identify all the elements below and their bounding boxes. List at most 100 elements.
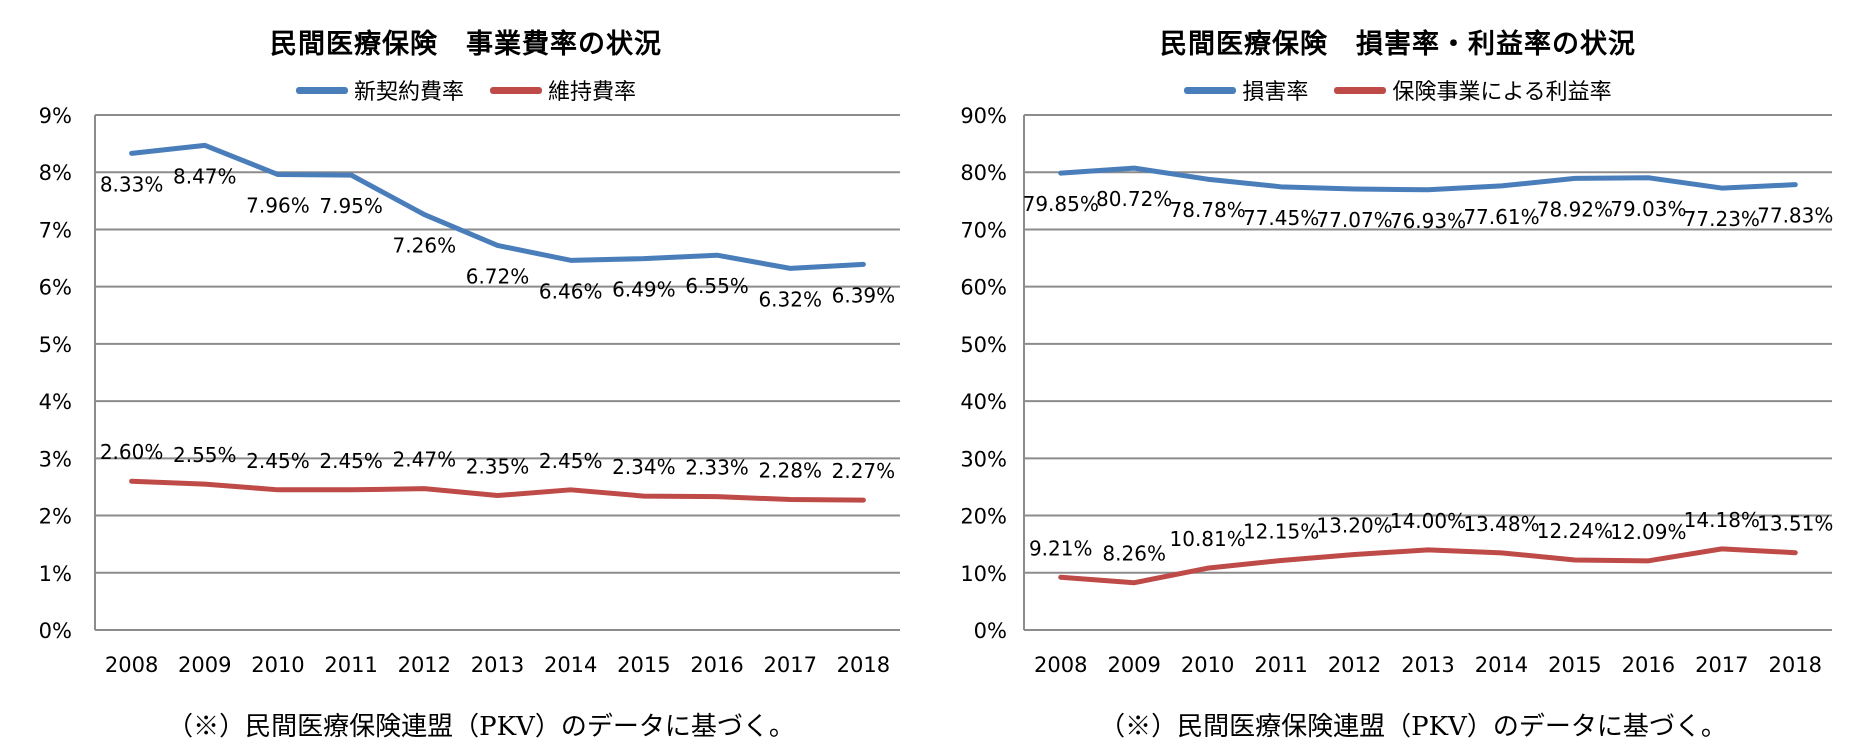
x-tick-label: 2008: [105, 653, 158, 677]
y-tick-label: 0%: [974, 619, 1007, 643]
data-label: 77.07%: [1316, 208, 1392, 232]
x-tick-label: 2013: [1401, 653, 1454, 677]
data-label: 12.24%: [1537, 519, 1613, 543]
y-tick-label: 10%: [960, 562, 1007, 586]
x-tick-label: 2010: [1181, 653, 1234, 677]
legend: 損害率 保険事業による利益率: [932, 74, 1864, 106]
data-label: 7.95%: [319, 194, 383, 218]
y-tick-label: 1%: [39, 562, 72, 586]
data-label: 2.34%: [612, 455, 676, 479]
data-label: 2.45%: [246, 449, 310, 473]
x-tick-label: 2016: [1622, 653, 1675, 677]
data-label: 13.20%: [1316, 513, 1392, 537]
y-tick-label: 3%: [39, 447, 72, 471]
y-tick-label: 90%: [960, 104, 1007, 128]
data-label: 2.45%: [539, 449, 603, 473]
data-label: 6.55%: [685, 274, 749, 298]
legend-label: 保険事業による利益率: [1392, 80, 1612, 105]
x-tick-label: 2016: [690, 653, 743, 677]
y-tick-label: 9%: [39, 104, 72, 128]
data-label: 6.39%: [832, 283, 896, 307]
x-tick-label: 2012: [398, 653, 451, 677]
y-tick-label: 50%: [960, 333, 1007, 357]
series-line-red: [1058, 546, 1798, 586]
legend-swatch-red: [1334, 86, 1387, 94]
x-tick-label: 2013: [471, 653, 524, 677]
data-label: 2.60%: [100, 440, 164, 464]
x-tick-label: 2015: [1548, 653, 1601, 677]
y-tick-label: 7%: [39, 218, 72, 242]
data-label: 12.15%: [1243, 519, 1319, 543]
data-label: 76.93%: [1390, 209, 1466, 233]
expense-ratio-chart-panel: 民間医療保険 事業費率の状況 新契約費率 維持費率 0% 1% 2% 3% 4% 5% 6%…: [39, 29, 900, 742]
data-label: 6.72%: [466, 264, 530, 288]
x-tick-label: 2010: [251, 653, 304, 677]
expense-ratio-plot: 0% 1% 2% 3% 4% 5% 6% 7% 8% 9% 2008 2009 2010 2011 2012…: [39, 104, 900, 677]
legend-label: 新契約費率: [353, 80, 464, 105]
x-tick-label: 2017: [1695, 653, 1748, 677]
x-tick-label: 2014: [1475, 653, 1528, 677]
y-tick-label: 40%: [960, 390, 1007, 414]
data-label: 2.35%: [466, 455, 530, 479]
data-label: 2.55%: [173, 443, 237, 467]
data-label: 13.51%: [1757, 512, 1833, 536]
legend-item-maintenance: 維持費率: [490, 74, 636, 106]
x-tick-label: 2011: [324, 653, 377, 677]
data-label: 7.26%: [393, 234, 457, 258]
data-label: 2.45%: [319, 449, 383, 473]
data-label: 2.47%: [393, 448, 457, 472]
legend-swatch-blue: [295, 86, 348, 94]
data-label: 8.33%: [100, 172, 164, 196]
data-label: 2.33%: [685, 456, 749, 480]
data-label: 6.49%: [612, 278, 676, 302]
data-label: 13.48%: [1463, 512, 1539, 536]
data-label: 12.09%: [1610, 520, 1686, 544]
y-tick-label: 0%: [39, 619, 72, 643]
chart-title: 民間医療保険 事業費率の状況: [270, 29, 662, 60]
legend-swatch-red: [490, 86, 542, 94]
x-tick-label: 2018: [1769, 653, 1822, 677]
data-label: 77.83%: [1757, 204, 1833, 228]
y-tick-label: 30%: [960, 447, 1007, 471]
data-label: 14.18%: [1684, 508, 1760, 532]
data-label: 14.00%: [1390, 509, 1466, 533]
data-label: 8.47%: [173, 164, 237, 188]
y-tick-label: 70%: [960, 218, 1007, 242]
data-label: 2.27%: [832, 459, 896, 483]
data-label: 77.45%: [1243, 206, 1319, 230]
loss-profit-chart-panel: 民間医療保険 損害率・利益率の状況 損害率 保険事業による利益率 0% 10% 20…: [932, 0, 1864, 755]
x-tick-label: 2017: [764, 653, 817, 677]
y-tick-label: 8%: [39, 161, 72, 185]
legend-swatch-blue: [1184, 86, 1237, 94]
data-label: 9.21%: [1029, 536, 1093, 560]
data-label: 6.32%: [758, 287, 822, 311]
data-label: 78.78%: [1170, 198, 1246, 222]
x-tick-label: 2008: [1034, 653, 1087, 677]
legend-label: 維持費率: [548, 80, 637, 105]
legend-item-loss-ratio: 損害率: [1184, 74, 1308, 106]
legend-label: 損害率: [1242, 80, 1309, 105]
data-label: 77.61%: [1463, 205, 1539, 229]
y-tick-label: 2%: [39, 505, 72, 529]
y-tick-label: 80%: [960, 161, 1007, 185]
series-line-blue: [129, 142, 866, 271]
data-label: 80.72%: [1096, 187, 1172, 211]
x-tick-label: 2015: [617, 653, 670, 677]
data-label: 8.26%: [1102, 542, 1166, 566]
loss-profit-plot: 0% 10% 20% 30% 40% 50% 60% 70% 80% 90% 2008 2009 201…: [960, 104, 1833, 677]
chart-title: 民間医療保険 損害率・利益率の状況: [1160, 29, 1636, 60]
data-label: 10.81%: [1170, 527, 1246, 551]
data-label: 6.46%: [539, 279, 603, 303]
data-label: 79.85%: [1023, 192, 1099, 216]
y-tick-label: 60%: [960, 276, 1007, 300]
x-tick-label: 2011: [1254, 653, 1307, 677]
x-tick-label: 2018: [837, 653, 890, 677]
x-tick-label: 2009: [1107, 653, 1160, 677]
legend-item-new-contract: 新契約費率: [295, 74, 464, 106]
x-tick-label: 2012: [1328, 653, 1381, 677]
data-label: 79.03%: [1610, 197, 1686, 221]
x-tick-label: 2009: [178, 653, 231, 677]
legend-item-profit-ratio: 保険事業による利益率: [1334, 74, 1612, 106]
data-label: 7.96%: [246, 194, 310, 218]
data-label: 78.92%: [1537, 197, 1613, 221]
